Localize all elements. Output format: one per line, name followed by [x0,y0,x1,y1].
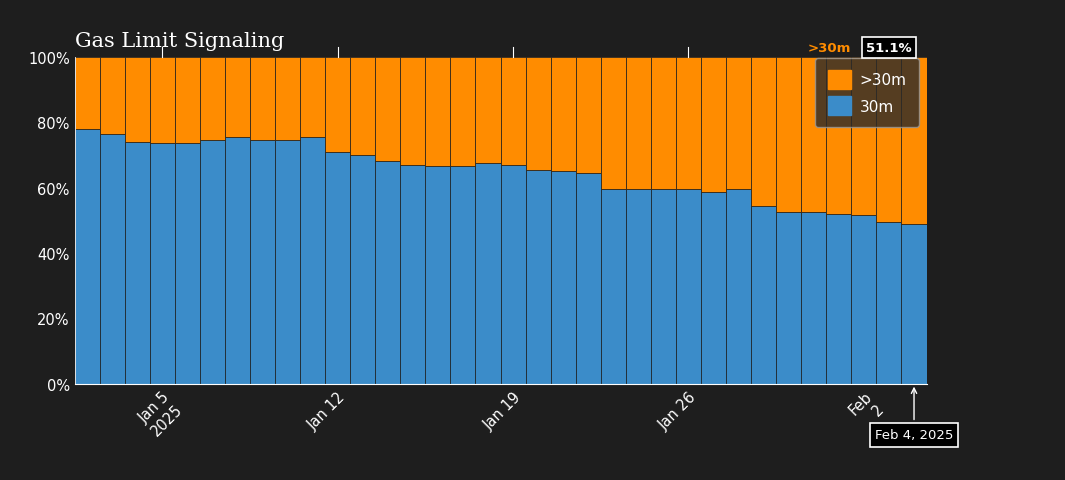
Bar [726,58,751,190]
Bar [651,58,676,190]
Bar [275,141,300,384]
Bar [701,193,726,384]
Bar [876,58,901,222]
Bar [676,58,701,190]
Bar [576,58,601,173]
Bar [150,58,175,144]
Bar [501,165,526,384]
Bar [375,162,400,384]
Bar [75,130,100,384]
Bar [475,164,501,384]
Bar [601,58,626,190]
Bar [275,58,300,141]
Bar [250,58,275,141]
Bar [851,58,876,216]
Bar [225,58,250,138]
Bar [751,206,776,384]
Bar [100,134,125,384]
Legend: >30m, 30m: >30m, 30m [816,59,919,128]
Bar [150,144,175,384]
Bar [425,167,450,384]
Bar [676,190,701,384]
Bar [626,190,651,384]
Bar [200,58,225,141]
Bar [200,141,225,384]
Bar [901,58,927,224]
Text: 51.1%: 51.1% [866,42,912,55]
Bar [125,143,150,384]
Text: Feb 4, 2025: Feb 4, 2025 [874,388,953,441]
Bar [726,190,751,384]
Bar [876,222,901,384]
Bar [300,58,325,138]
Bar [400,165,425,384]
Bar [300,138,325,384]
Bar [475,58,501,164]
Bar [400,58,425,165]
Bar [425,58,450,167]
Bar [225,138,250,384]
Bar [801,213,826,384]
Bar [651,190,676,384]
Bar [626,58,651,190]
Bar [100,58,125,134]
Bar [526,170,551,384]
Bar [325,152,350,384]
Bar [450,167,475,384]
Bar [776,58,801,213]
Bar [501,58,526,165]
Bar [826,214,851,384]
Bar [250,141,275,384]
Bar [375,58,400,162]
Bar [851,216,876,384]
Bar [325,58,350,152]
Bar [576,173,601,384]
Bar [350,58,375,156]
Bar [551,58,576,172]
Text: >30m: >30m [808,42,851,55]
Bar [526,58,551,170]
Bar [75,58,100,130]
Bar [701,58,726,193]
Bar [450,58,475,167]
Bar [175,144,200,384]
Bar [350,156,375,384]
Bar [125,58,150,143]
Bar [175,58,200,144]
Bar [826,58,851,214]
Bar [901,224,927,384]
Bar [751,58,776,206]
Bar [801,58,826,213]
Bar [776,213,801,384]
Text: Gas Limit Signaling: Gas Limit Signaling [75,32,283,50]
Bar [601,190,626,384]
Bar [551,172,576,384]
